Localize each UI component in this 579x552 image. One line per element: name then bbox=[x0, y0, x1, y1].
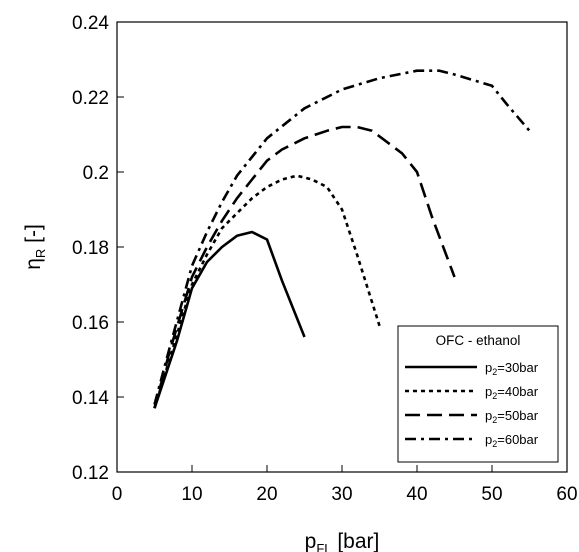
y-tick-label: 0.14 bbox=[72, 388, 109, 409]
series-line-2 bbox=[153, 174, 381, 409]
legend-label-1: p2=30bar bbox=[485, 360, 539, 377]
legend-label-3: p2=50bar bbox=[485, 408, 539, 425]
x-tick-label: 0 bbox=[112, 484, 123, 505]
y-tick-label: 0.16 bbox=[72, 313, 109, 334]
legend-title: OFC - ethanol bbox=[436, 333, 521, 348]
series-line-4 bbox=[153, 69, 531, 405]
legend-box bbox=[397, 325, 559, 463]
x-tick-label: 50 bbox=[481, 484, 502, 505]
series-layer bbox=[153, 69, 531, 409]
y-tick-label: 0.24 bbox=[72, 13, 109, 34]
legend-label-2: p2=40bar bbox=[485, 384, 539, 401]
y-tick-label: 0.2 bbox=[83, 163, 109, 184]
y-tick-label: 0.12 bbox=[72, 463, 109, 484]
legend-entries: p2=30bar p2=40bar p2=50bar p2=60bar bbox=[405, 360, 539, 449]
y-tick-label: 0.22 bbox=[72, 88, 109, 109]
y-tick-label: 0.18 bbox=[72, 238, 109, 259]
series-line-1 bbox=[153, 230, 306, 409]
x-axis-ticks: 0 10 20 30 40 50 60 bbox=[112, 465, 578, 505]
legend: OFC - ethanol p2=30barp2=40barp2=50barp2… bbox=[397, 325, 559, 463]
x-tick-label: 30 bbox=[331, 484, 352, 505]
series-line-3 bbox=[153, 125, 456, 409]
x-tick-label: 40 bbox=[406, 484, 427, 505]
y-axis-label: ηR [-] bbox=[22, 224, 48, 270]
legend-label-4: p2=60bar bbox=[485, 432, 539, 449]
y-axis-ticks: 0.12 0.14 0.16 0.18 0.2 0.22 0.24 bbox=[72, 13, 124, 484]
x-tick-label: 10 bbox=[181, 484, 202, 505]
x-tick-label: 60 bbox=[556, 484, 577, 505]
x-axis-label: pFL [bar] bbox=[305, 530, 380, 552]
x-tick-label: 20 bbox=[256, 484, 277, 505]
